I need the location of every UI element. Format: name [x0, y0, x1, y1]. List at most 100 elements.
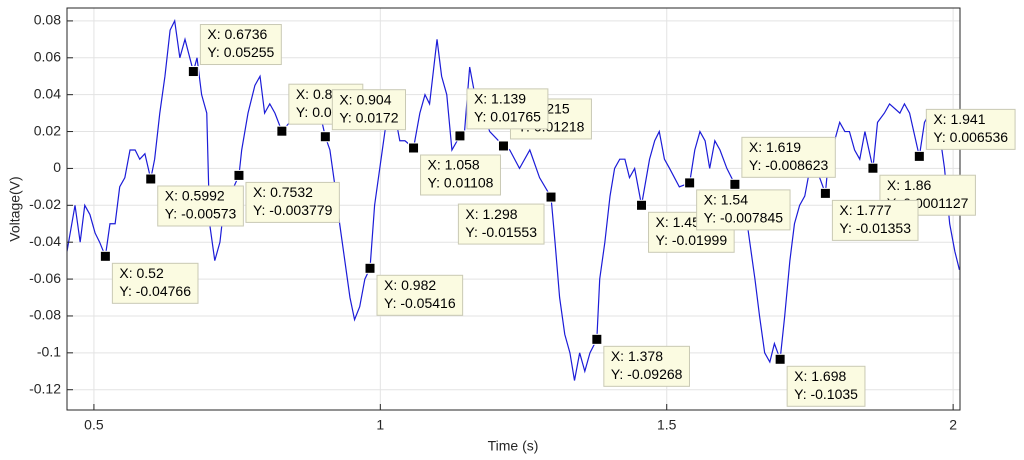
datatip-y-label: Y: -0.003779	[253, 202, 333, 218]
datatip-box	[696, 189, 791, 231]
datatip-x-label: X: 1.139	[474, 91, 526, 107]
datatip: X: 0.904 Y: 0.0172	[331, 89, 407, 131]
datatip-marker	[454, 130, 466, 142]
y-tick-label: 0.04	[34, 85, 61, 101]
datatip-y-label: Y: 0.0172	[339, 109, 398, 125]
y-tick-label: 0.06	[34, 48, 61, 64]
datatip-y-label: Y: -0.01353	[839, 220, 911, 236]
datatip-x-label: X: 1.941	[933, 111, 985, 127]
y-tick-label: 0	[53, 159, 61, 175]
datatip-x-label: X: 1.54	[704, 192, 749, 208]
x-tick-label: 0.5	[84, 417, 104, 433]
y-tick-label: -0.04	[29, 233, 61, 249]
datatip: X: 0.7532 Y: -0.003779	[245, 181, 340, 223]
datatip-marker	[867, 162, 879, 174]
datatip-x-label: X: 1.777	[839, 202, 891, 218]
datatip: X: 1.698 Y: -0.1035	[786, 365, 866, 407]
datatip-marker	[187, 66, 199, 78]
datatip-box	[466, 88, 549, 130]
datatip-box	[245, 181, 340, 223]
ticks: 0.08 0.06 0.04 0.02 0 -0.02 -0.04 -0.06 -0.08 -0.…	[29, 12, 957, 433]
datatip-y-label: Y: -0.05416	[384, 295, 456, 311]
y-tick-label: -0.08	[29, 307, 61, 323]
datatip: X: 0.5992 Y: -0.00573	[157, 185, 244, 227]
datatip-x-label: X: 0.7532	[253, 184, 313, 200]
datatip-marker	[497, 140, 509, 152]
y-tick-label: -0.06	[29, 270, 61, 286]
datatip-y-label: Y: -0.09268	[611, 366, 683, 382]
datatip-box	[331, 89, 407, 131]
datatip-marker	[233, 169, 245, 181]
y-tick-label: 0.02	[34, 122, 61, 138]
datatip-marker	[276, 125, 288, 137]
datatip: X: 1.378 Y: -0.09268	[603, 345, 690, 387]
datatip-marker	[99, 250, 111, 262]
datatip-marker	[319, 131, 331, 143]
datatip-box	[925, 108, 1016, 150]
datatip-marker	[591, 333, 603, 345]
datatip-y-label: Y: -0.01999	[656, 232, 728, 248]
datatip-x-label: X: 1.456	[656, 214, 708, 230]
datatip-x-label: X: 1.298	[465, 206, 517, 222]
y-tick-label: -0.1	[37, 344, 61, 360]
datatip: X: 1.619 Y: -0.008623	[741, 136, 836, 178]
y-tick-label: 0.08	[34, 12, 61, 28]
datatip-y-label: Y: -0.007845	[704, 210, 784, 226]
datatip-y-label: Y: 0.006536	[933, 129, 1008, 145]
datatip-y-label: Y: -0.1035	[794, 386, 858, 402]
datatip: X: 1.058 Y: 0.01108	[420, 154, 501, 196]
datatip-marker	[408, 142, 420, 154]
datatip-x-label: X: 0.6736	[207, 26, 267, 42]
datatip: X: 1.298 Y: -0.01553	[457, 203, 545, 245]
datatip-box	[376, 274, 464, 316]
datatip-marker	[684, 177, 696, 189]
datatip-x-label: X: 0.5992	[165, 188, 225, 204]
datatip: X: 1.941 Y: 0.006536	[925, 108, 1016, 150]
datatip-y-label: Y: 0.01108	[428, 175, 494, 191]
datatip-y-label: Y: 0.01765	[474, 109, 541, 125]
datatip-x-label: X: 1.86	[887, 177, 932, 193]
datatip-y-label: Y: -0.008623	[749, 157, 829, 173]
datatip-box	[420, 154, 501, 196]
datatip: X: 0.982 Y: -0.05416	[376, 274, 464, 316]
datatip-marker	[636, 199, 648, 211]
datatip-box	[111, 262, 199, 304]
datatip-x-label: X: 0.52	[119, 265, 164, 281]
datatip-x-label: X: 0.982	[384, 277, 436, 293]
datatip: X: 0.52 Y: -0.04766	[111, 262, 199, 304]
datatip-y-label: Y: -0.01553	[465, 224, 537, 240]
y-tick-label: -0.12	[29, 380, 61, 396]
y-tick-label: -0.02	[29, 196, 61, 212]
datatip-box	[741, 136, 836, 178]
datatip-x-label: X: 1.058	[428, 157, 480, 173]
datatip-marker	[913, 150, 925, 162]
y-axis-label: Voltage(V)	[7, 176, 23, 241]
x-tick-label: 2	[949, 417, 957, 433]
datatip-x-label: X: 0.904	[339, 91, 391, 107]
datatip-box	[603, 345, 690, 387]
datatip-box	[457, 203, 545, 245]
datatip: X: 1.54 Y: -0.007845	[696, 189, 791, 231]
datatip-marker	[774, 353, 786, 365]
x-axis-label: Time (s)	[488, 438, 539, 454]
datatip: X: 1.777 Y: -0.01353	[831, 199, 919, 241]
datatip: X: 0.6736 Y: 0.05255	[199, 24, 282, 66]
datatip-x-label: X: 1.698	[794, 368, 846, 384]
x-tick-label: 1.5	[657, 417, 677, 433]
datatip-box	[786, 365, 866, 407]
datatip-box	[157, 185, 244, 227]
datatip-y-label: Y: 0.05255	[207, 44, 274, 60]
datatip-marker	[145, 173, 157, 185]
datatip-box	[831, 199, 919, 241]
datatip-y-label: Y: -0.00573	[165, 206, 237, 222]
datatip: X: 1.139 Y: 0.01765	[466, 88, 549, 130]
x-tick-label: 1	[376, 417, 384, 433]
datatip-y-label: Y: -0.04766	[119, 283, 191, 299]
datatip-box	[199, 24, 282, 66]
datatip-marker	[545, 191, 557, 203]
datatip-marker	[819, 187, 831, 199]
datatip-x-label: X: 1.378	[611, 348, 663, 364]
